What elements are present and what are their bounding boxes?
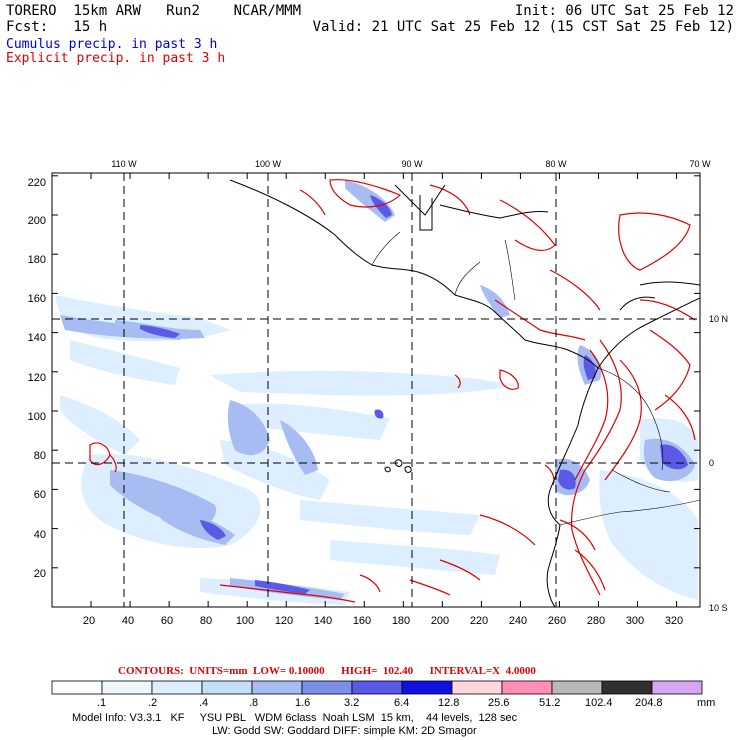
colorbar-swatch (401, 680, 453, 695)
x-tick-300: 300 (626, 615, 644, 627)
cb-label-102.4: 102.4 (585, 697, 613, 709)
colorbar-swatch (251, 680, 303, 695)
x-tick-200: 200 (431, 615, 449, 627)
cb-label-0.8: .8 (249, 697, 259, 709)
x-tick-180: 180 (392, 615, 410, 627)
cumulus-precip-label: Cumulus precip. in past 3 h (6, 37, 218, 52)
coastlines (229, 179, 700, 607)
colorbar-swatch (351, 680, 403, 695)
forecast-hour: Fcst: 15 h (6, 19, 108, 35)
x-tick-20: 20 (83, 615, 95, 627)
plot-frame (51, 172, 701, 608)
axis-ticks (51, 173, 700, 608)
colorbar (51, 680, 703, 695)
y-tick-40: 40 (34, 529, 46, 541)
y-tick-120: 120 (28, 372, 46, 384)
cb-unit: mm (697, 697, 716, 709)
contour-info: CONTOURS: UNITS=mm LOW= 0.10000 HIGH= 10… (118, 665, 536, 677)
y-tick-140: 140 (28, 332, 46, 344)
org-label: NCAR/MMM (233, 3, 302, 19)
x-tick-120: 120 (275, 615, 293, 627)
colorbar-swatch (501, 680, 553, 695)
lon-label-80w: 80 W (545, 159, 567, 169)
y-tick-180: 180 (28, 254, 46, 266)
x-tick-220: 220 (470, 615, 488, 627)
cb-label-6.4: 6.4 (394, 697, 410, 709)
cb-label-1.6: 1.6 (295, 697, 311, 709)
colorbar-swatch (301, 680, 353, 695)
x-tick-240: 240 (509, 615, 527, 627)
cb-label-204.8: 204.8 (635, 697, 663, 709)
cb-label-0.2: .2 (148, 697, 158, 709)
lat-label-10s: 10 S (709, 603, 728, 613)
lat-label-10n: 10 N (709, 314, 728, 324)
colorbar-swatch (101, 680, 153, 695)
country-borders (371, 231, 700, 526)
x-tick-40: 40 (122, 615, 134, 627)
explicit-precip-contours (89, 179, 696, 603)
x-tick-280: 280 (587, 615, 605, 627)
cb-label-25.6: 25.6 (488, 697, 510, 709)
colorbar-swatch (651, 680, 703, 695)
colorbar-swatch (601, 680, 653, 695)
colorbar-swatch (201, 680, 253, 695)
x-tick-60: 60 (161, 615, 173, 627)
y-tick-20: 20 (34, 568, 46, 580)
y-tick-80: 80 (34, 450, 46, 462)
x-tick-160: 160 (353, 615, 371, 627)
x-tick-100: 100 (236, 615, 254, 627)
cb-label-51.2: 51.2 (539, 697, 561, 709)
x-tick-260: 260 (548, 615, 566, 627)
lon-label-110w: 110 W (111, 159, 137, 169)
lat-lon-grid (52, 173, 700, 607)
x-tick-320: 320 (665, 615, 683, 627)
y-tick-60: 60 (34, 489, 46, 501)
y-tick-100: 100 (28, 411, 46, 423)
colorbar-swatch (51, 680, 103, 695)
x-tick-140: 140 (314, 615, 332, 627)
y-tick-160: 160 (28, 293, 46, 305)
x-tick-80: 80 (200, 615, 212, 627)
explicit-precip-label: Explicit precip. in past 3 h (6, 51, 226, 66)
y-tick-220: 220 (28, 177, 46, 189)
colorbar-swatch (451, 680, 503, 695)
colorbar-swatch (551, 680, 603, 695)
cb-label-12.8: 12.8 (438, 697, 460, 709)
init-time: Init: 06 UTC Sat 25 Feb 12 (514, 3, 734, 19)
run-label: Run2 (166, 3, 200, 19)
y-tick-200: 200 (28, 215, 46, 227)
lon-label-70w: 70 W (689, 159, 711, 169)
model-info-line2: LW: Godd SW: Goddard DIFF: simple KM: 2D… (212, 725, 477, 737)
lon-label-90w: 90 W (401, 159, 423, 169)
model-info-line1: Model Info: V3.3.1 KF YSU PBL WDM 6class… (72, 712, 518, 724)
cb-label-0.4: .4 (199, 697, 209, 709)
model-resolution: 15km ARW (73, 3, 141, 19)
cb-label-0.1: .1 (97, 697, 107, 709)
valid-time: Valid: 21 UTC Sat 25 Feb 12 (15 CST Sat … (312, 19, 734, 35)
model-name: TORERO 15km ARW Run2 NCAR/MMM (6, 3, 302, 19)
cb-label-3.2: 3.2 (344, 697, 360, 709)
lat-label-0: 0 (709, 458, 714, 468)
colorbar-swatch (151, 680, 203, 695)
lon-label-100w: 100 W (255, 159, 282, 169)
